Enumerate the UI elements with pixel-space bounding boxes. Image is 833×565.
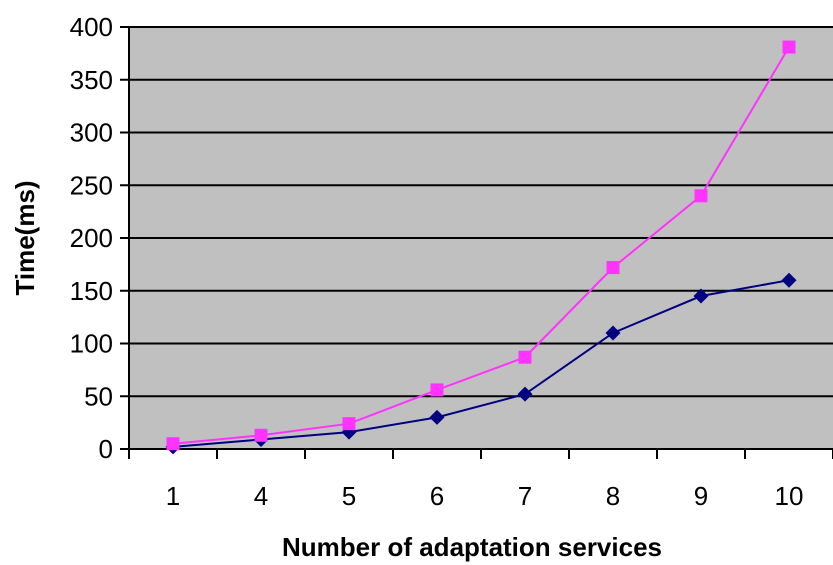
x-tick-label: 8: [606, 481, 620, 511]
y-tick-label: 100: [70, 329, 113, 359]
y-tick-label: 50: [84, 381, 113, 411]
data-point: [517, 386, 533, 402]
x-tick-label: 7: [518, 481, 532, 511]
data-point: [782, 40, 796, 54]
y-tick-label: 200: [70, 223, 113, 253]
x-tick-label: 1: [166, 481, 180, 511]
y-tick-label: 350: [70, 65, 113, 95]
data-point: [518, 350, 532, 364]
x-tick-label: 4: [254, 481, 268, 511]
data-point: [694, 189, 708, 203]
y-tick-label: 0: [99, 434, 113, 464]
data-point: [606, 261, 620, 275]
x-tick-label: 6: [430, 481, 444, 511]
x-tick-label: 10: [775, 481, 804, 511]
tick-labels: 0 50 100 150 200 250 300 350 400 1 4 5 6 7 8 9 10: [70, 12, 804, 511]
data-point: [693, 288, 709, 304]
axes: [120, 26, 833, 459]
series: [165, 40, 797, 455]
x-tick-label: 5: [342, 481, 356, 511]
data-point: [429, 409, 445, 425]
data-point: [605, 325, 621, 341]
x-axis-title: Number of adaptation services: [282, 532, 662, 562]
x-tick-label: 9: [694, 481, 708, 511]
data-point: [781, 272, 797, 288]
y-tick-label: 150: [70, 276, 113, 306]
gridlines: [129, 26, 833, 398]
data-point: [342, 417, 356, 431]
data-point: [430, 383, 444, 397]
data-point: [254, 428, 268, 442]
series-2: [166, 40, 796, 451]
series-line: [172, 279, 790, 448]
y-tick-label: 400: [70, 12, 113, 42]
y-axis-title: Time(ms): [10, 180, 40, 295]
data-point: [166, 437, 180, 451]
y-tick-label: 250: [70, 170, 113, 200]
series-line: [172, 46, 790, 445]
y-tick-label: 300: [70, 118, 113, 148]
